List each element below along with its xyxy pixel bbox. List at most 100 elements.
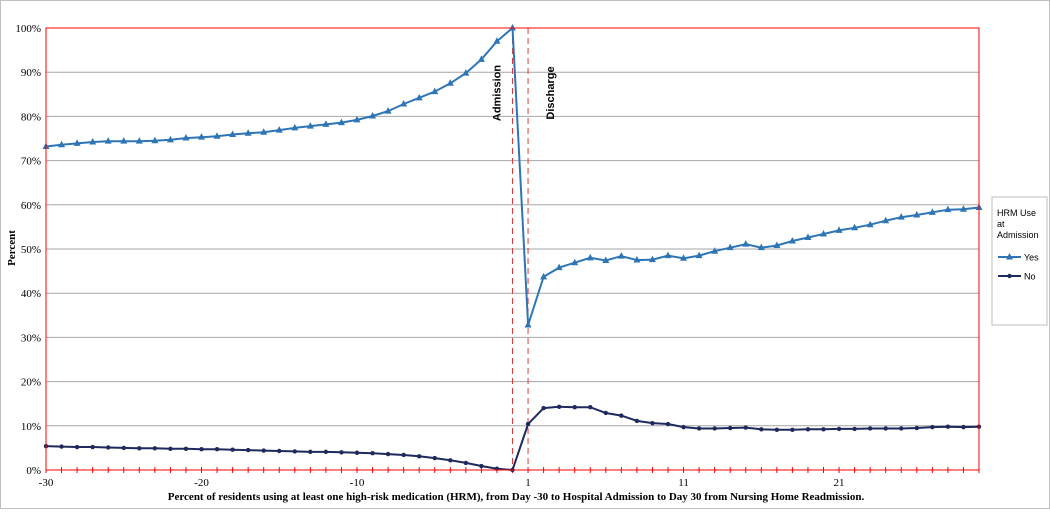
annotation-admission: Admission	[492, 65, 504, 122]
data-point-no	[292, 449, 297, 454]
data-point-no	[619, 413, 624, 418]
data-point-yes	[633, 256, 641, 263]
data-point-yes	[944, 205, 952, 213]
y-axis-label: Percent	[6, 230, 18, 266]
data-point-yes	[446, 79, 454, 86]
data-point-yes	[928, 208, 936, 215]
data-point-no	[681, 424, 686, 430]
data-point-no	[137, 446, 142, 451]
data-point-no	[230, 447, 235, 452]
data-point-yes	[229, 130, 237, 138]
data-point-no	[650, 420, 655, 426]
data-point-no	[385, 451, 391, 457]
data-point-yes	[648, 255, 656, 263]
data-point-no	[836, 426, 842, 432]
data-point-no	[556, 404, 562, 409]
data-point-yes	[788, 237, 796, 244]
data-point-no	[308, 449, 313, 455]
x-axis-label: Percent of residents using at least one …	[168, 491, 865, 503]
data-point-no	[121, 445, 126, 451]
data-point-no	[152, 446, 158, 451]
y-tick-label: 20%	[21, 377, 41, 389]
data-point-yes	[306, 122, 314, 129]
data-point-yes	[58, 140, 66, 148]
data-point-yes	[835, 226, 843, 233]
data-point-no	[743, 425, 748, 430]
x-tick-label: 11	[678, 477, 689, 489]
data-point-no	[930, 424, 935, 430]
data-point-no	[323, 449, 329, 455]
reference-lines: Admission Discharge	[492, 28, 557, 470]
data-point-yes	[182, 134, 190, 141]
x-tick-label: 1	[525, 477, 531, 489]
data-point-yes	[664, 251, 672, 259]
y-tick-label: 100%	[15, 23, 41, 35]
data-point-yes	[555, 263, 563, 271]
data-point-yes	[757, 243, 765, 251]
data-point-no	[401, 452, 406, 458]
x-tick-label: 21	[834, 477, 845, 489]
data-point-yes	[322, 120, 330, 127]
data-point-no	[603, 410, 608, 416]
y-tick-label: 70%	[21, 156, 41, 168]
data-point-no	[214, 447, 220, 452]
data-point-no	[199, 447, 204, 452]
data-point-no	[712, 426, 717, 431]
data-point-yes	[166, 135, 174, 143]
data-point-yes	[726, 243, 734, 251]
data-point-yes	[120, 137, 128, 144]
data-point-no	[914, 425, 919, 431]
data-point-yes	[586, 253, 594, 261]
legend-marker-yes	[1006, 253, 1013, 260]
data-point-yes	[820, 229, 827, 237]
data-point-yes	[369, 111, 377, 119]
data-point-yes	[415, 93, 423, 101]
data-point-no	[106, 445, 111, 450]
data-point-yes	[244, 129, 252, 136]
data-point-yes	[524, 321, 532, 328]
y-tick-label: 30%	[21, 332, 41, 344]
data-point-yes	[959, 205, 967, 212]
y-tick-label: 60%	[21, 200, 41, 212]
data-point-no	[59, 444, 64, 449]
data-point-yes	[384, 107, 392, 114]
data-point-yes	[260, 128, 268, 135]
data-point-yes	[104, 137, 112, 144]
data-point-yes	[198, 133, 205, 140]
data-point-no	[805, 427, 811, 432]
legend-label-no: No	[1024, 272, 1036, 282]
data-point-no	[245, 447, 251, 453]
data-point-no	[370, 451, 375, 456]
data-point-no	[945, 424, 951, 429]
data-point-yes	[431, 87, 439, 95]
data-point-no	[759, 427, 764, 432]
legend-title: HRM Use	[997, 208, 1036, 218]
data-point-yes	[617, 252, 625, 259]
data-point-yes	[680, 254, 688, 261]
x-tick-label: -10	[350, 477, 365, 489]
data-point-no	[961, 424, 966, 430]
y-tick-label: 90%	[21, 67, 41, 79]
data-point-no	[852, 426, 857, 432]
data-point-no	[74, 444, 80, 450]
data-point-yes	[897, 213, 905, 220]
data-point-yes	[851, 223, 859, 231]
data-point-no	[821, 427, 826, 432]
x-tick-label: -30	[39, 477, 54, 489]
annotation-discharge: Discharge	[545, 66, 557, 119]
data-point-yes	[742, 240, 750, 247]
data-point-yes	[400, 100, 408, 107]
data-point-yes	[493, 37, 501, 44]
data-point-yes	[571, 258, 579, 266]
data-point-yes	[882, 216, 890, 224]
data-point-no	[572, 405, 577, 410]
data-point-no	[354, 450, 360, 455]
legend-title: Admission	[997, 230, 1039, 240]
data-point-yes	[213, 132, 221, 139]
data-point-yes	[477, 55, 485, 62]
x-tick-label: -20	[194, 477, 209, 489]
data-point-no	[883, 426, 888, 431]
